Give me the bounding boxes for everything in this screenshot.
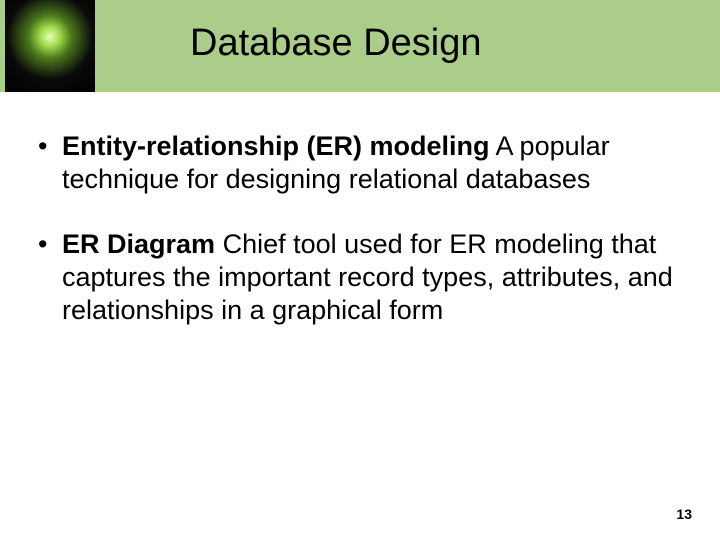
bullet-marker: • bbox=[38, 228, 62, 327]
bullet-item: • ER Diagram Chief tool used for ER mode… bbox=[38, 228, 682, 327]
content-area: • Entity-relationship (ER) modeling A po… bbox=[38, 130, 682, 359]
slide-title: Database Design bbox=[190, 22, 482, 65]
lightbulb-icon bbox=[5, 0, 95, 92]
bullet-item: • Entity-relationship (ER) modeling A po… bbox=[38, 130, 682, 196]
bullet-text: Entity-relationship (ER) modeling A popu… bbox=[62, 130, 682, 196]
bullet-bold-lead: Entity-relationship (ER) modeling bbox=[62, 131, 490, 161]
bullet-marker: • bbox=[38, 130, 62, 196]
bullet-text: ER Diagram Chief tool used for ER modeli… bbox=[62, 228, 682, 327]
bullet-bold-lead: ER Diagram bbox=[62, 229, 215, 259]
page-number: 13 bbox=[676, 506, 692, 522]
